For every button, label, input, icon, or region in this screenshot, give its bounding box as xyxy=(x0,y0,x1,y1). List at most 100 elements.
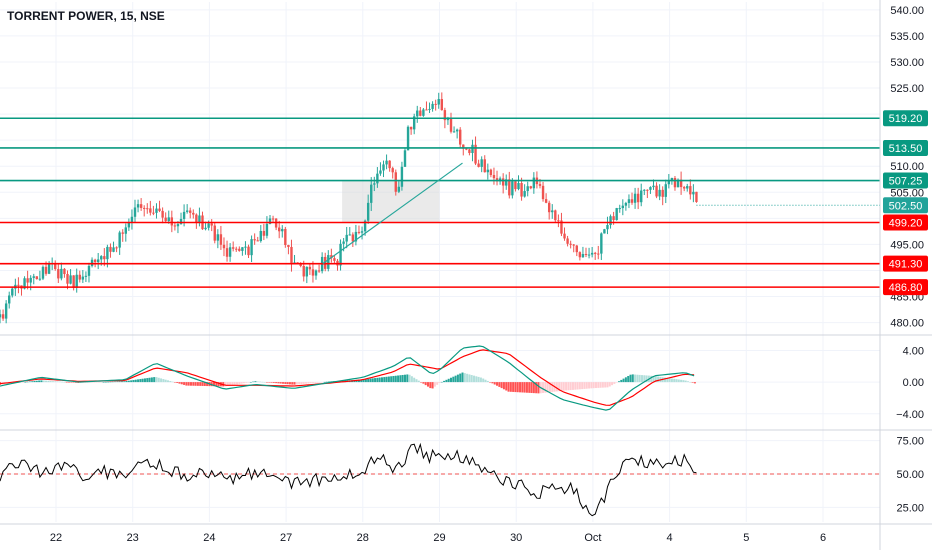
macd-histogram-bar xyxy=(657,376,660,383)
macd-histogram-bar xyxy=(452,376,455,383)
macd-histogram-bar xyxy=(413,377,416,383)
macd-histogram-bar xyxy=(162,379,165,383)
candle-up xyxy=(198,215,201,223)
candle-up xyxy=(305,266,309,277)
macd-line xyxy=(0,345,695,411)
candle-up xyxy=(649,187,652,190)
candle-down xyxy=(299,263,302,266)
macd-histogram-bar xyxy=(323,381,326,383)
macd-histogram-bar xyxy=(238,382,241,384)
candle-down xyxy=(575,245,578,253)
macd-histogram-bar xyxy=(118,381,121,383)
macd-histogram-bar xyxy=(102,382,105,383)
candle-up xyxy=(118,232,121,248)
candle-down xyxy=(673,177,677,188)
candle-up xyxy=(69,275,72,284)
y-tick-label: 505.00 xyxy=(890,187,924,199)
macd-histogram-bar xyxy=(316,382,319,383)
candle-up xyxy=(511,181,514,196)
candle-down xyxy=(170,217,174,226)
candle-down xyxy=(238,248,241,251)
macd-histogram-bar xyxy=(392,376,395,383)
macd-histogram-bar xyxy=(309,382,312,384)
candle-down xyxy=(235,248,238,250)
macd-histogram-bar xyxy=(673,378,676,383)
macd-histogram-bar xyxy=(440,381,443,383)
candle-down xyxy=(679,179,683,188)
macd-histogram-bar xyxy=(443,380,446,383)
macd-histogram-bar xyxy=(275,382,278,384)
macd-histogram-bar xyxy=(100,382,103,383)
level-badges[interactable]: 519.20 513.50 507.25 499.20 491.30 486.80 502.… xyxy=(696,110,928,296)
candle-down xyxy=(222,244,226,249)
macd-histogram-bar xyxy=(505,382,508,391)
macd-histogram-bar xyxy=(236,382,239,385)
macd-histogram-bar xyxy=(544,382,547,393)
candle-up xyxy=(376,173,379,184)
macd-histogram-bar xyxy=(189,382,192,386)
x-tick-label: Oct xyxy=(584,532,601,544)
candle-up xyxy=(241,247,244,251)
candle-down xyxy=(262,230,266,236)
macd-histogram-bar xyxy=(130,380,133,383)
resistance-level-badge-label: 507.25 xyxy=(889,176,923,188)
macd-histogram-bar xyxy=(634,374,637,383)
macd-histogram-bar xyxy=(282,382,285,384)
macd-histogram-bar xyxy=(560,382,563,391)
macd-histogram-bar xyxy=(613,382,616,384)
candle-up xyxy=(106,246,109,260)
macd-histogram-bar xyxy=(689,381,692,383)
candle-up xyxy=(96,259,100,263)
macd-histogram-bar xyxy=(590,382,593,389)
macd-histogram-bar xyxy=(447,378,450,383)
candle-down xyxy=(109,246,112,252)
candle-up xyxy=(692,191,695,195)
macd-histogram-bar xyxy=(594,382,597,389)
macd-histogram-bar xyxy=(424,382,427,386)
macd-histogram-bar xyxy=(305,382,308,384)
macd-histogram-bar xyxy=(45,380,48,383)
macd-histogram-bar xyxy=(40,380,43,383)
y-tick-label: 535.00 xyxy=(890,31,924,43)
macd-histogram-bar xyxy=(173,382,176,383)
candle-down xyxy=(388,160,391,169)
macd-histogram-bar xyxy=(279,382,282,384)
candle-up xyxy=(81,276,85,280)
candle-down xyxy=(219,234,223,245)
candle-up xyxy=(664,184,667,197)
macd-histogram-bar xyxy=(123,381,126,383)
candle-up xyxy=(382,164,385,171)
candle-up xyxy=(667,180,671,185)
macd-histogram-bar xyxy=(185,382,188,386)
candle-up xyxy=(633,193,637,203)
macd-histogram-bar xyxy=(535,382,538,394)
macd-histogram-bar xyxy=(84,382,87,383)
candle-up xyxy=(354,231,358,242)
candle-down xyxy=(434,103,437,105)
candle-down xyxy=(308,266,312,270)
candle-up xyxy=(130,216,134,223)
candle-down xyxy=(192,212,195,215)
macd-histogram-bar xyxy=(360,379,363,383)
y-tick-label: 530.00 xyxy=(890,57,924,69)
candle-down xyxy=(449,118,453,132)
y-tick-label: 25.00 xyxy=(896,502,924,514)
y-tick-label: 4.00 xyxy=(903,345,924,357)
resistance-level-badge xyxy=(883,139,928,156)
macd-histogram-bar xyxy=(70,382,73,383)
candle-down xyxy=(277,227,281,232)
candle-up xyxy=(452,131,456,133)
candle-up xyxy=(90,259,94,266)
resistance-level-badge-label: 513.50 xyxy=(889,143,923,155)
candle-up xyxy=(603,229,606,234)
macd-histogram-bar xyxy=(385,376,388,383)
macd-histogram-bar xyxy=(406,374,409,383)
x-tick-label: 22 xyxy=(50,532,62,544)
candle-down xyxy=(425,109,428,111)
macd-histogram-bar xyxy=(203,382,206,387)
macd-histogram-bar xyxy=(436,382,439,385)
macd-histogram-bar xyxy=(399,375,402,383)
macd-histogram-bar xyxy=(397,375,400,383)
macd-histogram-bar xyxy=(489,382,492,383)
macd-histogram-bar xyxy=(272,382,275,383)
